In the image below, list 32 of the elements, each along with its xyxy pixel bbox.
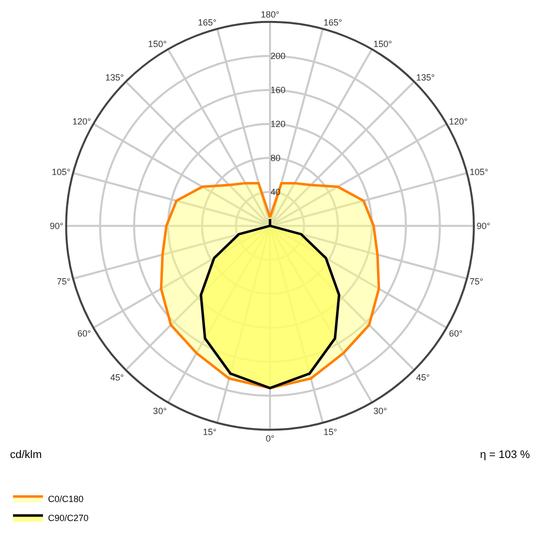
spoke-label: 90° — [50, 221, 64, 231]
text: η = 103 % — [480, 449, 530, 461]
y-tick-label: 120 — [270, 118, 286, 129]
spoke-label: 165° — [198, 17, 217, 28]
legend-label: C0/C180 — [48, 494, 84, 504]
spoke-label: 15° — [202, 426, 217, 437]
legend-label: C90/C270 — [48, 513, 89, 524]
spoke-label: 0° — [266, 434, 275, 444]
spoke-label: 120° — [72, 116, 92, 126]
spoke-label: 135° — [416, 72, 436, 83]
spoke-label: 30° — [153, 406, 168, 416]
spoke-label: 45° — [416, 372, 430, 383]
spoke-label: 45° — [110, 372, 124, 383]
spoke-label: 15° — [323, 426, 338, 437]
spoke-label: 165° — [323, 17, 342, 28]
spoke-label: 90° — [476, 221, 491, 231]
text: cd/klm — [10, 449, 42, 461]
y-tick-label: 160 — [270, 84, 286, 95]
spoke-label: 75° — [470, 276, 484, 287]
y-tick-label: 200 — [270, 50, 286, 61]
spoke-label: 150° — [148, 38, 168, 49]
spoke-label: 135° — [105, 72, 124, 83]
y-tick-label: 80 — [270, 152, 281, 163]
spoke-label: 180° — [260, 9, 280, 20]
spoke-label: 30° — [373, 406, 388, 416]
spoke-label: 105° — [52, 166, 71, 177]
spoke-label: 60° — [448, 328, 463, 338]
spoke-label: 150° — [373, 38, 392, 49]
spoke-label: 60° — [77, 328, 92, 338]
spoke-label: 75° — [56, 276, 71, 287]
spoke-label: 120° — [448, 116, 468, 126]
spoke-label: 105° — [470, 166, 489, 177]
